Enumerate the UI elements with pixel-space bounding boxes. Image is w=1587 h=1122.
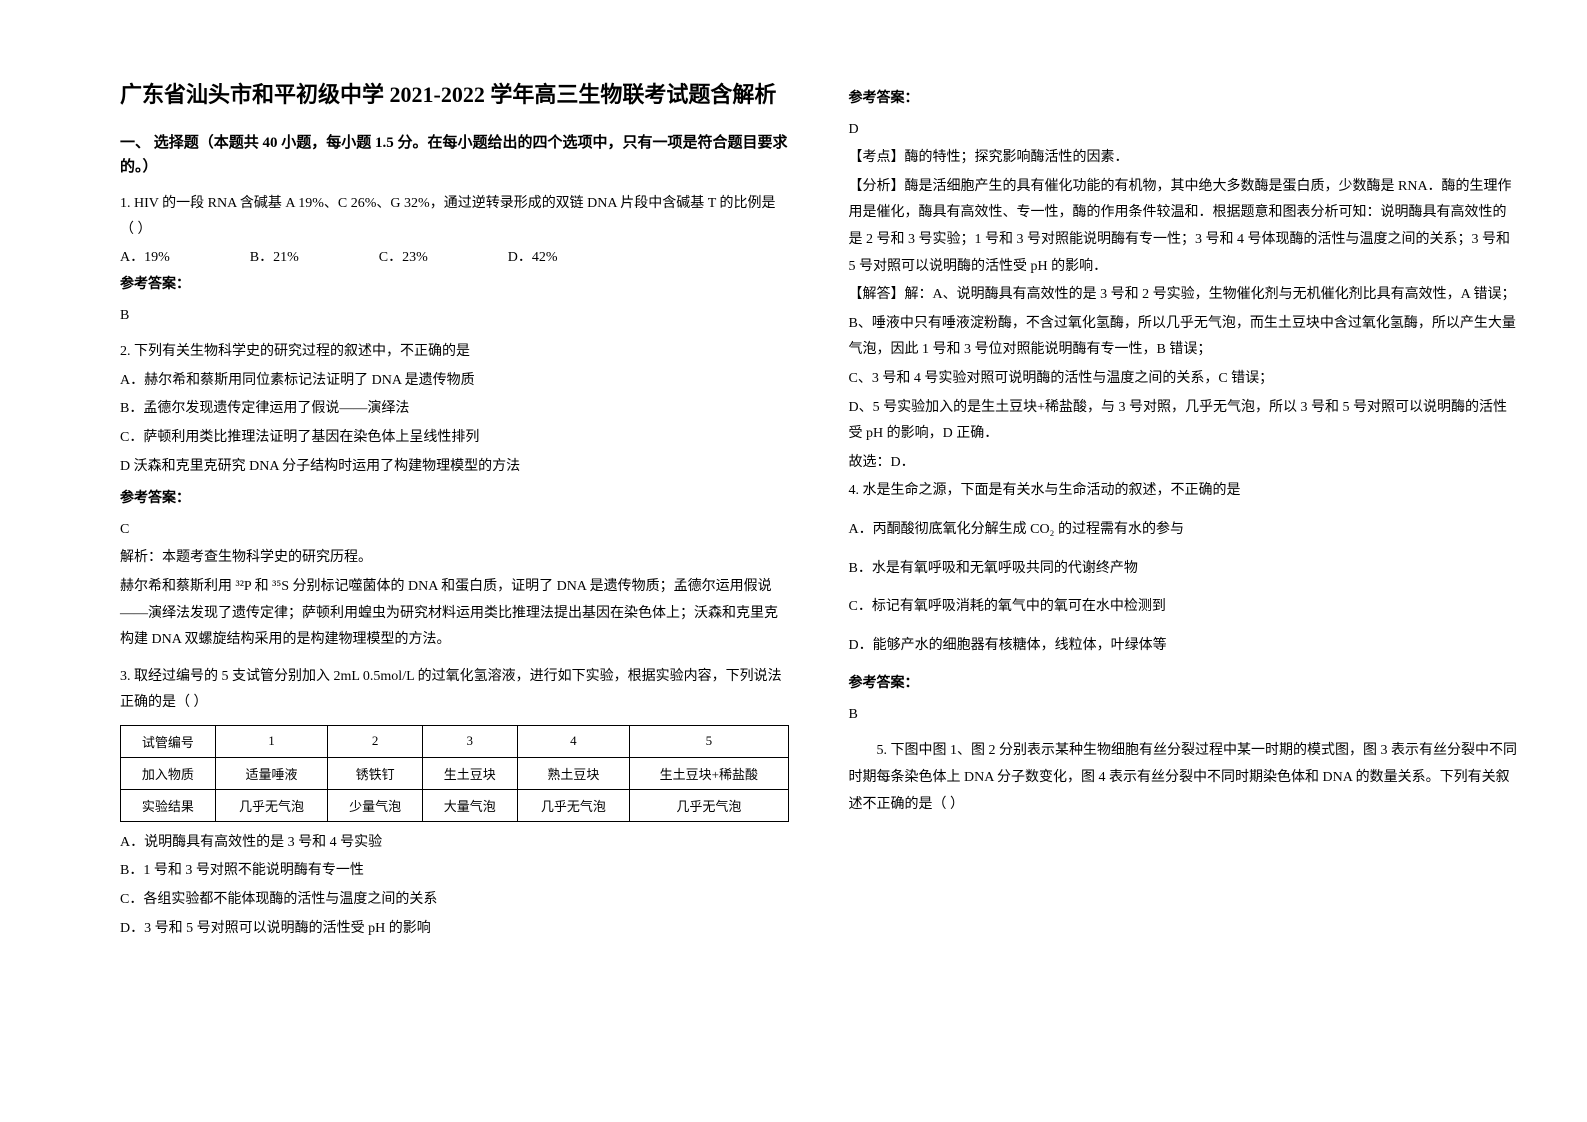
cell: 大量气泡 bbox=[422, 789, 517, 821]
cell: 2 bbox=[328, 725, 423, 757]
q3-point: 【考点】酶的特性；探究影响酶活性的因素． bbox=[849, 145, 1518, 172]
q1-opt-b: B．21% bbox=[250, 246, 299, 266]
q3-solve-a: 【解答】解：A、说明酶具有高效性的是 3 号和 2 号实验，生物催化剂与无机催化… bbox=[849, 282, 1518, 309]
q1-answer: B bbox=[120, 303, 789, 330]
q3-answer-label: 参考答案： bbox=[849, 86, 1518, 113]
q3-solve-c: C、3 号和 4 号实验对照可说明酶的活性与温度之间的关系，C 错误； bbox=[849, 366, 1518, 393]
cell: 1 bbox=[215, 725, 328, 757]
cell: 实验结果 bbox=[121, 789, 216, 821]
q2-opt-b: B．孟德尔发现遗传定律运用了假说——演绎法 bbox=[120, 396, 789, 423]
cell: 熟土豆块 bbox=[517, 757, 630, 789]
q4-stem: 4. 水是生命之源，下面是有关水与生命活动的叙述，不正确的是 bbox=[849, 478, 1518, 505]
q3-solve-b: B、唾液中只有唾液淀粉酶，不含过氧化氢酶，所以几乎无气泡，而生土豆块中含过氧化氢… bbox=[849, 311, 1518, 364]
q3-opt-b: B．1 号和 3 号对照不能说明酶有专一性 bbox=[120, 858, 789, 885]
q1-opt-d: D．42% bbox=[508, 246, 558, 266]
cell: 几乎无气泡 bbox=[215, 789, 328, 821]
q2-answer: C bbox=[120, 517, 789, 544]
question-5: 5. 下图中图 1、图 2 分别表示某种生物细胞有丝分裂过程中某一时期的模式图，… bbox=[849, 738, 1518, 818]
q3-table: 试管编号 1 2 3 4 5 加入物质 适量唾液 锈铁钉 生土豆块 熟土豆块 生… bbox=[120, 725, 789, 822]
q3-solve-d: D、5 号实验加入的是生土豆块+稀盐酸，与 3 号对照，几乎无气泡，所以 3 号… bbox=[849, 395, 1518, 448]
q1-options: A．19% B．21% C．23% D．42% bbox=[120, 246, 789, 266]
q4-opt-d: D．能够产水的细胞器有核糖体，线粒体，叶绿体等 bbox=[849, 633, 1518, 660]
question-2: 2. 下列有关生物科学史的研究过程的叙述中，不正确的是 A．赫尔希和蔡斯用同位素… bbox=[120, 339, 789, 654]
q2-explanation-1: 解析：本题考查生物科学史的研究历程。 bbox=[120, 545, 789, 572]
table-row: 试管编号 1 2 3 4 5 bbox=[121, 725, 789, 757]
q4-opt-c: C．标记有氧呼吸消耗的氧气中的氧可在水中检测到 bbox=[849, 594, 1518, 621]
q1-answer-label: 参考答案： bbox=[120, 272, 789, 299]
cell: 加入物质 bbox=[121, 757, 216, 789]
cell: 适量唾液 bbox=[215, 757, 328, 789]
cell: 几乎无气泡 bbox=[517, 789, 630, 821]
cell: 试管编号 bbox=[121, 725, 216, 757]
cell: 几乎无气泡 bbox=[630, 789, 788, 821]
q2-opt-c: C．萨顿利用类比推理法证明了基因在染色体上呈线性排列 bbox=[120, 425, 789, 452]
question-1: 1. HIV 的一段 RNA 含碱基 A 19%、C 26%、G 32%，通过逆… bbox=[120, 191, 789, 329]
q4-answer-label: 参考答案： bbox=[849, 671, 1518, 698]
q3-answer: D bbox=[849, 117, 1518, 144]
q2-opt-a: A．赫尔希和蔡斯用同位素标记法证明了 DNA 是遗传物质 bbox=[120, 368, 789, 395]
q2-answer-label: 参考答案： bbox=[120, 486, 789, 513]
cell: 少量气泡 bbox=[328, 789, 423, 821]
exam-title: 广东省汕头市和平初级中学 2021-2022 学年高三生物联考试题含解析 bbox=[120, 80, 789, 111]
q4-opt-a: A．丙酮酸彻底氧化分解生成 CO₂ 的过程需有水的参与 bbox=[849, 517, 1518, 544]
cell: 3 bbox=[422, 725, 517, 757]
cell: 生土豆块 bbox=[422, 757, 517, 789]
q3-final: 故选：D． bbox=[849, 450, 1518, 477]
q3-opt-a: A．说明酶具有高效性的是 3 号和 4 号实验 bbox=[120, 830, 789, 857]
q3-opt-d: D．3 号和 5 号对照可以说明酶的活性受 pH 的影响 bbox=[120, 916, 789, 943]
q1-opt-c: C．23% bbox=[379, 246, 428, 266]
q2-stem: 2. 下列有关生物科学史的研究过程的叙述中，不正确的是 bbox=[120, 339, 789, 366]
q2-explanation-2: 赫尔希和蔡斯利用 ³²P 和 ³⁵S 分别标记噬菌体的 DNA 和蛋白质，证明了… bbox=[120, 574, 789, 654]
question-3: 3. 取经过编号的 5 支试管分别加入 2mL 0.5mol/L 的过氧化氢溶液… bbox=[120, 664, 789, 943]
q1-opt-a: A．19% bbox=[120, 246, 170, 266]
section-heading: 一、 选择题（本题共 40 小题，每小题 1.5 分。在每小题给出的四个选项中，… bbox=[120, 131, 789, 179]
q3-analysis: 【分析】酶是活细胞产生的具有催化功能的有机物，其中绝大多数酶是蛋白质，少数酶是 … bbox=[849, 174, 1518, 280]
table-row: 实验结果 几乎无气泡 少量气泡 大量气泡 几乎无气泡 几乎无气泡 bbox=[121, 789, 789, 821]
cell: 生土豆块+稀盐酸 bbox=[630, 757, 788, 789]
q3-stem: 3. 取经过编号的 5 支试管分别加入 2mL 0.5mol/L 的过氧化氢溶液… bbox=[120, 664, 789, 717]
q4-answer: B bbox=[849, 702, 1518, 729]
q3-opt-c: C．各组实验都不能体现酶的活性与温度之间的关系 bbox=[120, 887, 789, 914]
q2-opt-d: D 沃森和克里克研究 DNA 分子结构时运用了构建物理模型的方法 bbox=[120, 454, 789, 481]
cell: 4 bbox=[517, 725, 630, 757]
cell: 5 bbox=[630, 725, 788, 757]
question-4: 4. 水是生命之源，下面是有关水与生命活动的叙述，不正确的是 A．丙酮酸彻底氧化… bbox=[849, 478, 1518, 728]
q5-stem: 5. 下图中图 1、图 2 分别表示某种生物细胞有丝分裂过程中某一时期的模式图，… bbox=[849, 738, 1518, 818]
table-row: 加入物质 适量唾液 锈铁钉 生土豆块 熟土豆块 生土豆块+稀盐酸 bbox=[121, 757, 789, 789]
q1-stem: 1. HIV 的一段 RNA 含碱基 A 19%、C 26%、G 32%，通过逆… bbox=[120, 191, 789, 244]
cell: 锈铁钉 bbox=[328, 757, 423, 789]
q4-opt-b: B．水是有氧呼吸和无氧呼吸共同的代谢终产物 bbox=[849, 556, 1518, 583]
